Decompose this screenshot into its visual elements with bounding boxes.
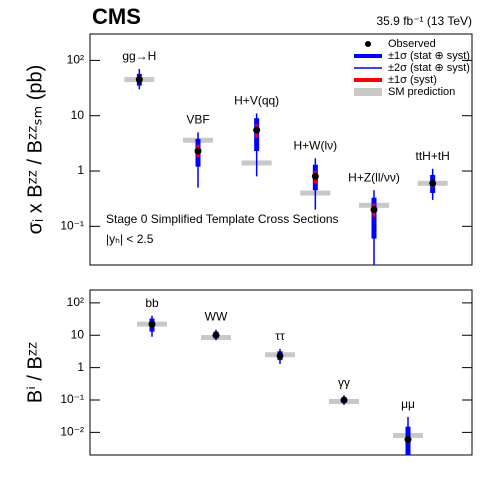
observed-point bbox=[212, 331, 220, 339]
legend-label: Observed bbox=[388, 38, 436, 50]
legend-label: ±1σ (stat ⊕ syst) bbox=[388, 50, 470, 62]
category-label: bb bbox=[145, 296, 159, 310]
y-tick-label: 10⁻² bbox=[60, 425, 84, 439]
y-tick-label: 10 bbox=[71, 108, 85, 122]
one-sigma-bar bbox=[371, 197, 377, 239]
legend-label: ±1σ (syst) bbox=[388, 74, 437, 86]
category-label: H+Z(ll/νν) bbox=[348, 170, 400, 184]
annotation: |yₕ| < 2.5 bbox=[106, 232, 154, 246]
experiment-label: CMS bbox=[92, 4, 141, 29]
legend-label: SM prediction bbox=[388, 86, 455, 98]
observed-point bbox=[370, 206, 378, 214]
legend-symbol bbox=[354, 88, 382, 96]
category-label: H+V(qq) bbox=[234, 94, 279, 108]
y-tick-label: 10 bbox=[71, 327, 85, 341]
y-tick-label: 10⁻¹ bbox=[60, 392, 84, 406]
y-axis-label: Bⁱ / Bᶻᶻ bbox=[24, 342, 46, 403]
plot-frame bbox=[89, 289, 473, 456]
observed-point bbox=[148, 320, 156, 328]
category-label: WW bbox=[205, 310, 228, 324]
plot-frame bbox=[89, 33, 473, 266]
observed-point bbox=[311, 172, 319, 180]
y-tick-label: 10² bbox=[67, 295, 84, 309]
annotation: Stage 0 Simplified Template Cross Sectio… bbox=[106, 212, 339, 226]
category-label: VBF bbox=[186, 113, 209, 127]
observed-point bbox=[429, 179, 437, 187]
y-tick-label: 1 bbox=[77, 163, 84, 177]
observed-point bbox=[194, 147, 202, 155]
category-label: μμ bbox=[401, 397, 415, 411]
observed-point bbox=[276, 352, 284, 360]
category-label: ttH+tH bbox=[415, 149, 449, 163]
category-label: gg→H bbox=[122, 49, 156, 63]
legend-label: ±2σ (stat ⊕ syst) bbox=[388, 62, 470, 74]
luminosity-label: 35.9 fb⁻¹ (13 TeV) bbox=[377, 14, 473, 28]
observed-point bbox=[253, 126, 261, 134]
observed-point bbox=[404, 436, 412, 444]
category-label: ττ bbox=[275, 329, 285, 343]
y-tick-label: 10⁻¹ bbox=[60, 219, 84, 233]
category-label: γγ bbox=[338, 375, 350, 389]
observed-point bbox=[135, 76, 143, 84]
category-label: H+W(lν) bbox=[293, 138, 337, 152]
y-axis-label: σᵢ x Bᶻᶻ / Bᶻᶻₛₘ (pb) bbox=[24, 65, 46, 235]
legend-symbol bbox=[365, 41, 371, 47]
y-tick-label: 1 bbox=[77, 360, 84, 374]
y-tick-label: 10² bbox=[67, 53, 84, 67]
observed-point bbox=[340, 396, 348, 404]
